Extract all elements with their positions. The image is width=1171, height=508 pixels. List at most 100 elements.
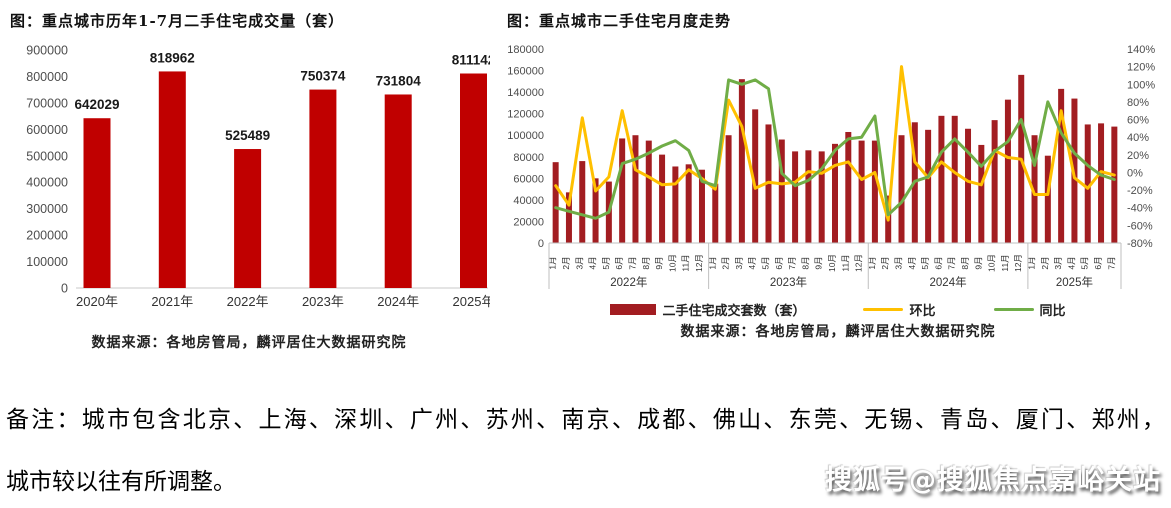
monthly-bar xyxy=(832,143,838,243)
legend-item-yoy: 同比 xyxy=(993,300,1066,319)
left-axis-tick: 100000 xyxy=(507,130,544,142)
right-axis-tick: -60% xyxy=(1127,220,1153,232)
month-tick-label: 12月 xyxy=(1013,254,1023,272)
right-axis-tick: 140% xyxy=(1127,44,1155,56)
monthly-bar xyxy=(1098,123,1105,243)
left-axis-tick: 600000 xyxy=(26,123,68,137)
left-axis-tick: 300000 xyxy=(26,202,68,216)
monthly-bar xyxy=(965,128,972,243)
left-axis-tick: 140000 xyxy=(507,87,544,99)
monthly-bar xyxy=(672,166,679,243)
year-group-label: 2024年 xyxy=(930,275,967,289)
monthly-trend-chart: 0 20000 40000 60000 80000 100000 120000 140000 1… xyxy=(507,44,1155,289)
right-axis-tick: 0% xyxy=(1127,167,1143,179)
monthly-bar xyxy=(565,192,572,243)
month-tick-label: 11月 xyxy=(681,254,691,271)
bar-value-label: 525489 xyxy=(225,128,270,143)
year-tick-label: 2022年 xyxy=(227,294,269,309)
monthly-bar xyxy=(1031,135,1038,243)
monthly-bar xyxy=(991,120,998,243)
monthly-bar xyxy=(632,135,639,243)
monthly-bar xyxy=(978,144,985,243)
right-chart-title: 图：重点城市二手住宅月度走势 xyxy=(507,12,732,30)
right-axis-tick: 40% xyxy=(1127,132,1149,144)
annual-bar xyxy=(234,149,262,288)
monthly-bar xyxy=(898,135,905,243)
monthly-bar xyxy=(938,115,945,243)
month-tick-label: 7月 xyxy=(787,256,797,269)
month-tick-label: 5月 xyxy=(761,256,771,269)
watermark: 搜狐号@搜狐焦点嘉峪关站 xyxy=(825,465,1161,496)
monthly-bar xyxy=(818,151,825,243)
year-tick-label: 2023年 xyxy=(302,294,344,309)
month-tick-label: 11月 xyxy=(1000,254,1010,271)
month-tick-label: 7月 xyxy=(947,256,957,269)
left-chart-title: 图：重点城市历年1-7月二手住宅成交量（套） xyxy=(10,12,345,30)
left-axis-tick: 700000 xyxy=(26,96,68,110)
monthly-bar xyxy=(619,138,626,243)
month-tick-label: 12月 xyxy=(694,254,704,272)
left-axis-tick: 80000 xyxy=(513,152,544,164)
month-tick-label: 9月 xyxy=(654,256,664,269)
monthly-bar xyxy=(552,162,559,243)
bar-series-swatch-icon xyxy=(610,304,657,315)
monthly-bar xyxy=(1084,124,1091,243)
legend-label-bars: 二手住宅成交套数（套） xyxy=(662,304,806,319)
annual-bar-chart: 0 100000 200000 300000 400000 500000 600000 700… xyxy=(26,44,495,310)
left-chart-source: 数据来源：各地房管局，麟评居住大数据研究院 xyxy=(91,335,407,351)
monthly-bar xyxy=(778,139,785,243)
legend-label-yoy: 同比 xyxy=(1039,304,1066,319)
right-axis-tick: 80% xyxy=(1127,97,1149,109)
month-tick-label: 1月 xyxy=(548,256,558,269)
bar-value-label: 818962 xyxy=(150,50,195,65)
monthly-bar xyxy=(792,151,799,243)
month-tick-label: 6月 xyxy=(933,256,943,269)
note-line-1: 备注：城市包含北京、上海、深圳、广州、苏州、南京、成都、佛山、东莞、无锡、青岛、… xyxy=(6,407,1165,433)
month-tick-label: 3月 xyxy=(1053,256,1063,269)
monthly-bar xyxy=(712,183,719,243)
month-tick-label: 3月 xyxy=(734,256,744,269)
month-tick-label: 9月 xyxy=(814,256,824,269)
month-tick-label: 7月 xyxy=(628,256,638,269)
year-group-label: 2023年 xyxy=(770,275,807,289)
right-axis-tick: -40% xyxy=(1127,203,1153,215)
month-tick-label: 8月 xyxy=(641,256,651,269)
month-tick-label: 4月 xyxy=(588,256,598,269)
month-tick-label: 1月 xyxy=(1027,256,1037,269)
year-tick-label: 2021年 xyxy=(151,294,193,309)
left-axis-tick: 800000 xyxy=(26,70,68,84)
legend-item-mom: 环比 xyxy=(863,300,936,319)
annual-bar xyxy=(309,89,337,288)
right-axis-tick: 60% xyxy=(1127,115,1149,127)
bar-value-label: 750374 xyxy=(300,69,346,84)
yoy-line xyxy=(554,78,1116,220)
month-tick-label: 7月 xyxy=(1106,256,1116,269)
annual-bar xyxy=(83,118,111,288)
month-tick-label: 12月 xyxy=(854,254,864,272)
monthly-bar xyxy=(659,154,666,243)
left-axis-tick: 0 xyxy=(538,238,544,250)
monthly-bar xyxy=(738,79,745,243)
month-tick-label: 2月 xyxy=(1040,256,1050,269)
left-axis-tick: 900000 xyxy=(26,44,68,58)
year-tick-label: 2025年 xyxy=(453,294,490,309)
month-tick-label: 10月 xyxy=(667,254,677,272)
month-tick-label: 6月 xyxy=(614,256,624,269)
month-tick-label: 1月 xyxy=(707,256,717,269)
month-tick-label: 4月 xyxy=(1066,256,1076,269)
year-group-label: 2025年 xyxy=(1056,275,1093,289)
monthly-bar xyxy=(752,109,759,243)
month-tick-label: 5月 xyxy=(920,256,930,269)
annual-bar xyxy=(158,71,186,288)
month-tick-label: 5月 xyxy=(1080,256,1090,269)
month-tick-label: 3月 xyxy=(574,256,584,269)
bar-value-label: 642029 xyxy=(74,97,119,112)
annual-bar xyxy=(384,94,412,288)
month-tick-label: 4月 xyxy=(907,256,917,269)
monthly-bar xyxy=(592,178,599,243)
month-tick-label: 6月 xyxy=(774,256,784,269)
month-tick-label: 4月 xyxy=(747,256,757,269)
monthly-trend-chart-panel: 图：重点城市二手住宅月度走势 0 20000 40000 60000 80000 1000… xyxy=(505,6,1171,341)
right-axis-tick: 120% xyxy=(1127,62,1155,74)
